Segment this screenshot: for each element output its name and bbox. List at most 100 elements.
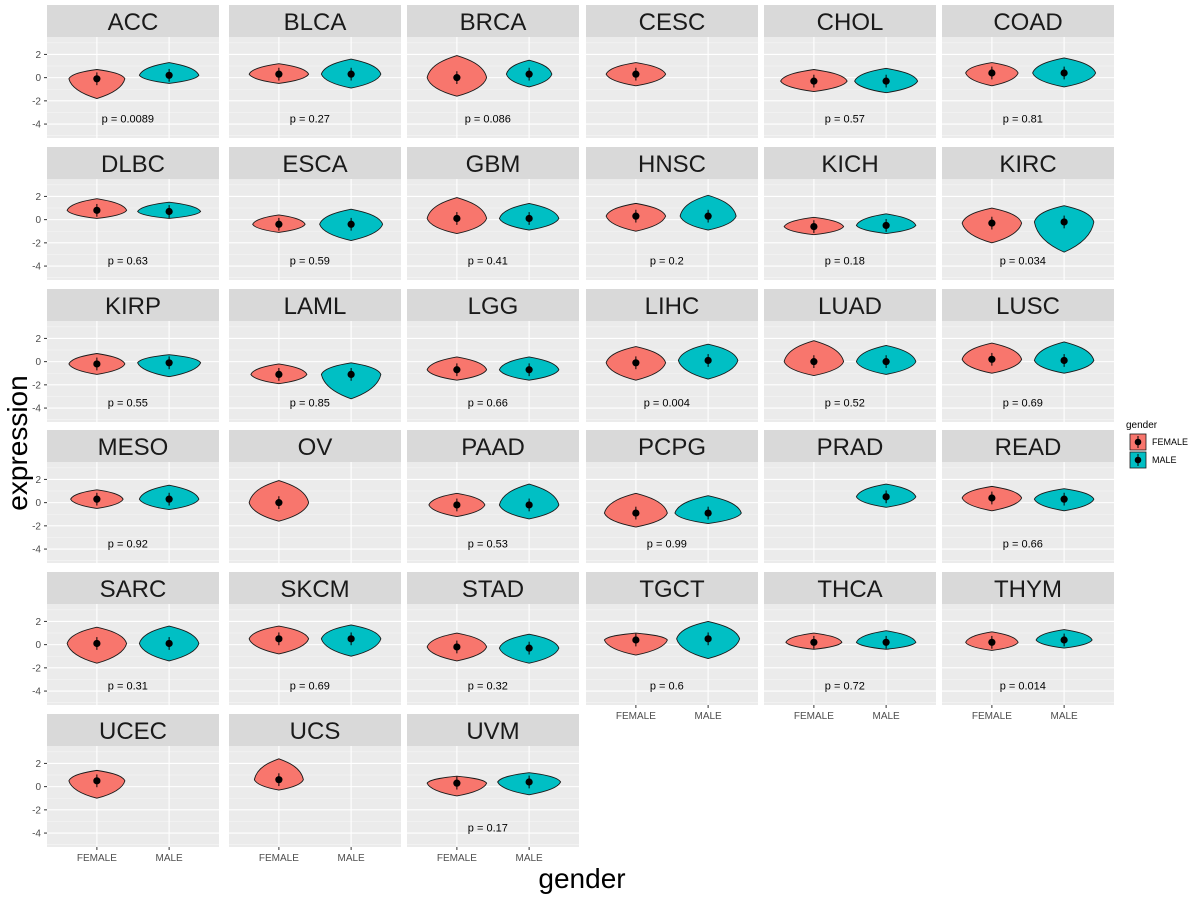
median-point — [453, 501, 461, 509]
strip-label: DLBC — [101, 151, 165, 178]
p-value-label: p = 0.63 — [108, 255, 148, 267]
median-point — [704, 635, 712, 643]
legend: gender FEMALE MALE — [1126, 420, 1188, 469]
p-value-label: p = 0.32 — [468, 680, 508, 692]
strip-background — [586, 147, 758, 179]
legend-label: MALE — [1152, 455, 1177, 465]
strip-label: LUAD — [818, 293, 882, 320]
strip-label: KIRP — [105, 293, 161, 320]
p-value-label: p = 0.52 — [825, 397, 865, 409]
x-tick-label: FEMALE — [437, 853, 477, 864]
panel-ucec: UCEC 2 0 -2 -4 FEMALE MALE — [32, 714, 219, 864]
p-value-label: p = 0.2 — [650, 255, 684, 267]
strip-background — [942, 289, 1114, 321]
y-tick-label: -2 — [32, 380, 41, 391]
p-value-label: p = 0.66 — [468, 397, 508, 409]
legend-items: FEMALE MALE — [1129, 433, 1188, 469]
panel-background — [942, 462, 1114, 563]
panel-meso: MESO 2 0 -2 -4 p = 0.92 — [32, 430, 219, 563]
panel-paad: PAAD p = 0.53 — [407, 430, 579, 563]
legend-item-female: FEMALE — [1129, 433, 1188, 451]
panel-prad: PRAD — [764, 430, 936, 563]
p-value-label: p = 0.27 — [290, 113, 330, 125]
strip-label: BLCA — [284, 9, 347, 36]
panels-layer: ACC 2 0 -2 -4 p = 0.0089 BLCA p = 0.27 BRCA p = 0… — [32, 5, 1114, 864]
median-point — [347, 370, 355, 379]
panel-background — [229, 37, 401, 138]
panel-lihc: LIHC p = 0.004 — [586, 289, 758, 422]
p-value-label: p = 0.034 — [1000, 255, 1046, 267]
median-point — [165, 207, 173, 216]
strip-background — [407, 147, 579, 179]
strip-label: TGCT — [639, 576, 705, 603]
panel-kirp: KIRP 2 0 -2 -4 p = 0.55 — [32, 289, 219, 422]
p-value-label: p = 0.99 — [647, 538, 687, 550]
strip-label: SKCM — [280, 576, 349, 603]
strip-label: LUSC — [996, 293, 1060, 320]
strip-label: OV — [298, 434, 333, 461]
median-point — [165, 639, 173, 648]
median-point — [525, 70, 533, 78]
median-point — [275, 70, 283, 78]
y-tick-label: 2 — [35, 192, 41, 203]
y-tick-label: -4 — [32, 404, 41, 415]
y-tick-label: 0 — [35, 215, 41, 226]
strip-label: UVM — [466, 718, 519, 745]
strip-background — [229, 147, 401, 179]
panel-background — [764, 462, 936, 563]
panel-background — [407, 179, 579, 280]
strip-background — [47, 714, 219, 746]
panel-lusc: LUSC p = 0.69 — [942, 289, 1114, 422]
panel-cesc: CESC — [586, 5, 758, 138]
median-point — [632, 509, 640, 517]
legend-item-male: MALE — [1129, 451, 1177, 469]
strip-label: THYM — [994, 576, 1062, 603]
panel-chol: CHOL p = 0.57 — [764, 5, 936, 138]
x-tick-label: MALE — [338, 853, 366, 864]
strip-label: THCA — [817, 576, 882, 603]
strip-label: CHOL — [817, 9, 884, 36]
median-point — [988, 69, 996, 77]
median-point — [882, 493, 890, 501]
strip-label: PRAD — [817, 434, 884, 461]
panel-blca: BLCA p = 0.27 — [229, 5, 401, 138]
panel-gbm: GBM p = 0.41 — [407, 147, 579, 280]
panel-acc: ACC 2 0 -2 -4 p = 0.0089 — [32, 5, 219, 138]
strip-background — [47, 147, 219, 179]
median-point — [453, 74, 461, 82]
median-point — [704, 356, 712, 365]
violin-male — [1033, 205, 1095, 253]
panel-background — [47, 746, 219, 847]
p-value-label: p = 0.0089 — [102, 113, 154, 125]
x-tick-label: FEMALE — [77, 853, 117, 864]
median-point — [882, 638, 890, 646]
strip-background — [229, 430, 401, 462]
y-tick-label: -4 — [32, 262, 41, 273]
y-tick-label: 2 — [35, 334, 41, 345]
median-point — [988, 494, 996, 502]
panel-pcpg: PCPG p = 0.99 — [586, 430, 758, 563]
x-tick-label: MALE — [873, 711, 901, 722]
y-tick-label: -2 — [32, 663, 41, 674]
x-tick-label: FEMALE — [616, 711, 656, 722]
median-point — [453, 779, 461, 787]
panel-background — [764, 321, 936, 422]
strip-background — [47, 289, 219, 321]
panel-ucs: UCS FEMALE MALE — [229, 714, 401, 864]
strip-background — [407, 289, 579, 321]
y-tick-label: -2 — [32, 805, 41, 816]
p-value-label: p = 0.69 — [290, 680, 330, 692]
median-point — [1060, 636, 1068, 644]
median-point — [453, 643, 461, 651]
median-point — [988, 219, 996, 227]
p-value-label: p = 0.18 — [825, 255, 865, 267]
strip-label: COAD — [993, 9, 1062, 36]
strip-label: ESCA — [282, 151, 347, 178]
strip-background — [942, 430, 1114, 462]
panel-ov: OV — [229, 430, 401, 563]
median-point — [453, 214, 461, 223]
strip-background — [229, 572, 401, 604]
panel-background — [942, 37, 1114, 138]
strip-label: KICH — [821, 151, 878, 178]
